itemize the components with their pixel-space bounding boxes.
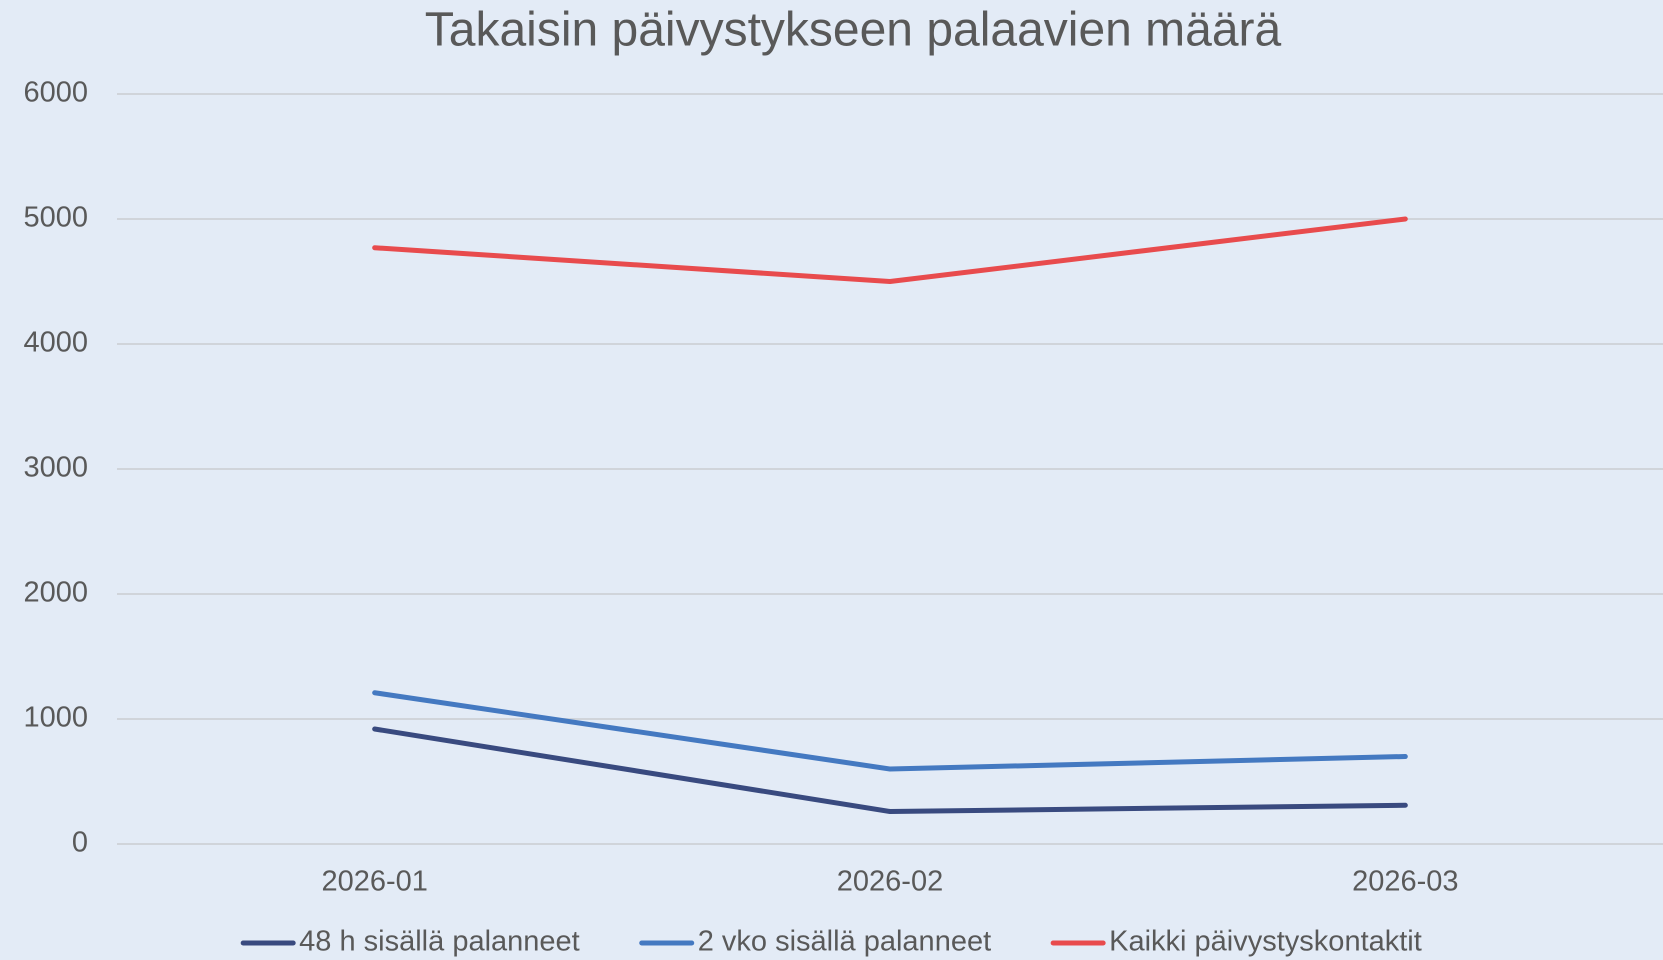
x-tick-label: 2026-01	[321, 866, 427, 898]
y-tick-label: 6000	[23, 77, 88, 109]
y-tick-label: 4000	[23, 327, 88, 359]
legend-label: 48 h sisällä palanneet	[299, 926, 580, 958]
legend-label: Kaikki päivystyskontaktit	[1109, 926, 1422, 958]
line-series	[372, 216, 1408, 284]
y-tick-label: 1000	[23, 702, 88, 734]
legend-label: 2 vko sisällä palanneet	[698, 926, 991, 958]
line-series	[372, 690, 1408, 772]
y-tick-label: 0	[72, 827, 88, 859]
line-series	[372, 726, 1408, 814]
y-tick-label: 2000	[23, 577, 88, 609]
chart-title: Takaisin päivystykseen palaavien määrä	[425, 4, 1282, 57]
y-tick-label: 5000	[23, 202, 88, 234]
legend-item: 2 vko sisällä palanneet	[639, 926, 991, 958]
legend-item: Kaikki päivystyskontaktit	[1050, 926, 1422, 958]
x-tick-label: 2026-02	[837, 866, 943, 898]
legend-item: 48 h sisällä palanneet	[240, 926, 580, 958]
x-tick-label: 2026-03	[1352, 866, 1458, 898]
y-tick-label: 3000	[23, 452, 88, 484]
